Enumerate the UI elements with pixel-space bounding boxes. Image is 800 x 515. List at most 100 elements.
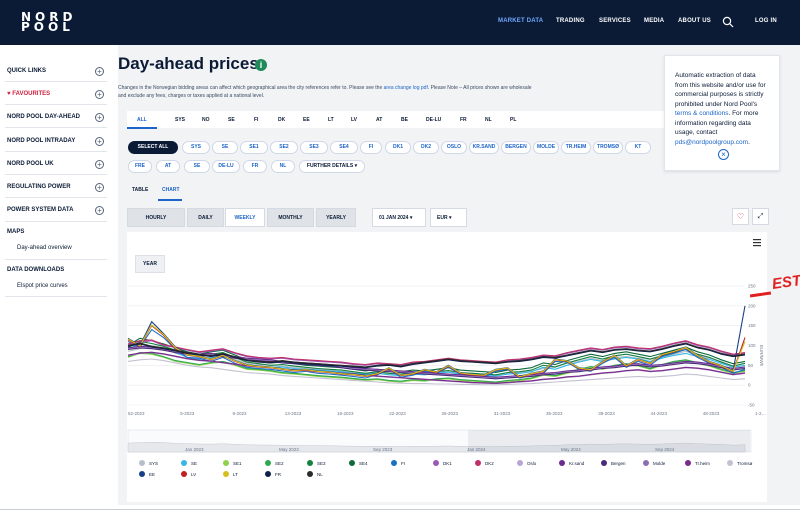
legend-item[interactable]: Bergen — [601, 460, 626, 466]
area-pill-dk2[interactable]: DK2 — [413, 141, 439, 154]
legend-item[interactable]: SE2 — [265, 460, 284, 466]
expand-icon[interactable]: + — [95, 206, 104, 215]
further-details-dropdown[interactable]: FURTHER DETAILS ▾ — [299, 160, 365, 173]
legend-item[interactable]: Oslo — [517, 460, 536, 466]
expand-icon[interactable]: + — [95, 183, 104, 192]
tab-be[interactable]: BE — [401, 117, 408, 123]
legend-item[interactable]: FR — [265, 471, 281, 477]
legend-item[interactable]: SE4 — [349, 460, 368, 466]
expand-icon[interactable]: + — [95, 90, 104, 99]
nav-media[interactable]: MEDIA — [644, 18, 665, 24]
area-pill-trheim[interactable]: TR.HEIM — [561, 141, 591, 154]
tab-ee[interactable]: EE — [303, 117, 310, 123]
tab-fr[interactable]: FR — [460, 117, 467, 123]
sidebar-item-regulating-power[interactable]: REGULATING POWER — [7, 184, 71, 190]
area-pill-de-lu[interactable]: DE-LU — [212, 160, 240, 173]
area-pill-fr[interactable]: FR — [243, 160, 267, 173]
legend-item[interactable]: Molde — [643, 460, 665, 466]
area-pill-se[interactable]: SE — [212, 141, 238, 154]
area-pill-tromso[interactable]: TROMSØ — [593, 141, 623, 154]
legend-item[interactable]: LT — [223, 471, 238, 477]
legend-item[interactable]: SE1 — [223, 460, 242, 466]
nordpool-logo[interactable]: NORD POOL — [21, 10, 77, 34]
resolution-hourly[interactable]: HOURLY — [127, 208, 185, 227]
sidebar-item-uk[interactable]: NORD POOL UK — [7, 161, 54, 167]
area-pill-kt[interactable]: KT — [625, 141, 651, 154]
close-icon[interactable]: × — [718, 149, 729, 160]
sidebar-sub-day-ahead-overview[interactable]: Day-ahead overview — [17, 245, 72, 251]
expand-icon[interactable]: + — [95, 67, 104, 76]
expand-icon[interactable]: + — [95, 113, 104, 122]
area-pill-se3[interactable]: SE3 — [300, 141, 328, 154]
sidebar-item-quick-links[interactable]: QUICK LINKS — [7, 68, 46, 74]
legend-item[interactable]: FI — [391, 460, 405, 466]
select-all-button[interactable]: SELECT ALL — [128, 141, 178, 154]
legend-item[interactable]: SYS — [139, 460, 158, 466]
fullscreen-icon[interactable]: ⤢ — [752, 208, 769, 225]
legend-item[interactable]: EE — [139, 471, 155, 477]
area-pill-at[interactable]: AT — [156, 160, 180, 173]
legend-item[interactable]: NL — [307, 471, 323, 477]
resolution-monthly[interactable]: MONTHLY — [267, 208, 314, 227]
area-pill-molde[interactable]: MOLDE — [533, 141, 559, 154]
search-icon[interactable] — [722, 16, 734, 28]
contact-email-link[interactable]: pds@nordpoolgroup.com — [675, 138, 749, 146]
expand-icon[interactable]: + — [95, 137, 104, 146]
tab-dk[interactable]: DK — [278, 117, 286, 123]
tab-all[interactable]: ALL — [137, 117, 147, 123]
sidebar-item-power-system-data[interactable]: POWER SYSTEM DATA — [7, 207, 74, 213]
tab-pl[interactable]: PL — [510, 117, 517, 123]
sidebar-item-day-ahead[interactable]: NORD POOL DAY-AHEAD — [7, 114, 81, 120]
resolution-yearly[interactable]: YEARLY — [316, 208, 356, 227]
area-pill-se4[interactable]: SE4 — [330, 141, 358, 154]
nav-trading[interactable]: TRADING — [556, 18, 585, 24]
year-range-button[interactable]: YEAR — [135, 255, 165, 273]
legend-item[interactable]: DK2 — [475, 460, 494, 466]
nav-market-data[interactable]: MARKET DATA — [498, 18, 544, 24]
area-pill-dk1[interactable]: DK1 — [385, 141, 411, 154]
resolution-daily[interactable]: DAILY — [187, 208, 224, 227]
area-pill-se-2[interactable]: SE — [184, 160, 210, 173]
currency-dropdown[interactable]: EUR ▾ — [430, 208, 467, 227]
tab-se[interactable]: SE — [228, 117, 235, 123]
legend-item[interactable]: LV — [181, 471, 196, 477]
sidebar-item-data-downloads[interactable]: DATA DOWNLOADS — [7, 267, 65, 273]
tab-lv[interactable]: LV — [351, 117, 358, 123]
hamburger-menu-icon[interactable] — [752, 238, 764, 248]
nav-services[interactable]: SERVICES — [599, 18, 631, 24]
legend-item[interactable]: Tr.heim — [685, 460, 710, 466]
tab-lt[interactable]: LT — [328, 117, 334, 123]
tab-no[interactable]: NO — [202, 117, 210, 123]
favourite-heart-icon[interactable]: ♡ — [732, 208, 749, 225]
expand-icon[interactable]: + — [95, 160, 104, 169]
info-icon[interactable]: i — [255, 59, 267, 71]
tab-nl[interactable]: NL — [485, 117, 492, 123]
area-pill-fre[interactable]: FRE — [128, 160, 152, 173]
legend-item[interactable]: DK1 — [433, 460, 452, 466]
sidebar-sub-elspot-price-curves[interactable]: Elspot price curves — [17, 283, 68, 289]
sidebar-item-intraday[interactable]: NORD POOL INTRADAY — [7, 138, 76, 144]
area-pill-sys[interactable]: SYS — [182, 141, 210, 154]
legend-item[interactable]: Kr.sand — [559, 460, 584, 466]
terms-link[interactable]: terms & conditions — [675, 110, 729, 117]
area-pill-fi[interactable]: FI — [360, 141, 382, 154]
area-pill-se1[interactable]: SE1 — [240, 141, 268, 154]
area-pill-se2[interactable]: SE2 — [270, 141, 298, 154]
sidebar-item-favourites[interactable]: ♥ FAVOURITES — [7, 91, 51, 97]
date-dropdown[interactable]: 01 JAN 2024 ▾ — [372, 208, 426, 227]
nav-log-in[interactable]: LOG IN — [755, 18, 777, 24]
area-pill-oslo[interactable]: OSLO — [441, 141, 467, 154]
tab-sys[interactable]: SYS — [175, 117, 186, 123]
nav-about-us[interactable]: ABOUT US — [678, 18, 711, 24]
tab-de-lu[interactable]: DE-LU — [426, 117, 442, 123]
area-change-log-link[interactable]: area change log pdf — [383, 85, 428, 91]
legend-item[interactable]: SE — [181, 460, 197, 466]
sidebar-item-maps[interactable]: MAPS — [7, 229, 25, 235]
tab-chart[interactable]: CHART — [162, 187, 180, 193]
area-pill-nl[interactable]: NL — [271, 160, 295, 173]
resolution-weekly[interactable]: WEEKLY — [225, 208, 265, 227]
tab-fi[interactable]: FI — [254, 117, 259, 123]
area-pill-krsand[interactable]: KR.SAND — [469, 141, 499, 154]
tab-at[interactable]: AT — [376, 117, 383, 123]
tab-table[interactable]: TABLE — [132, 187, 149, 193]
